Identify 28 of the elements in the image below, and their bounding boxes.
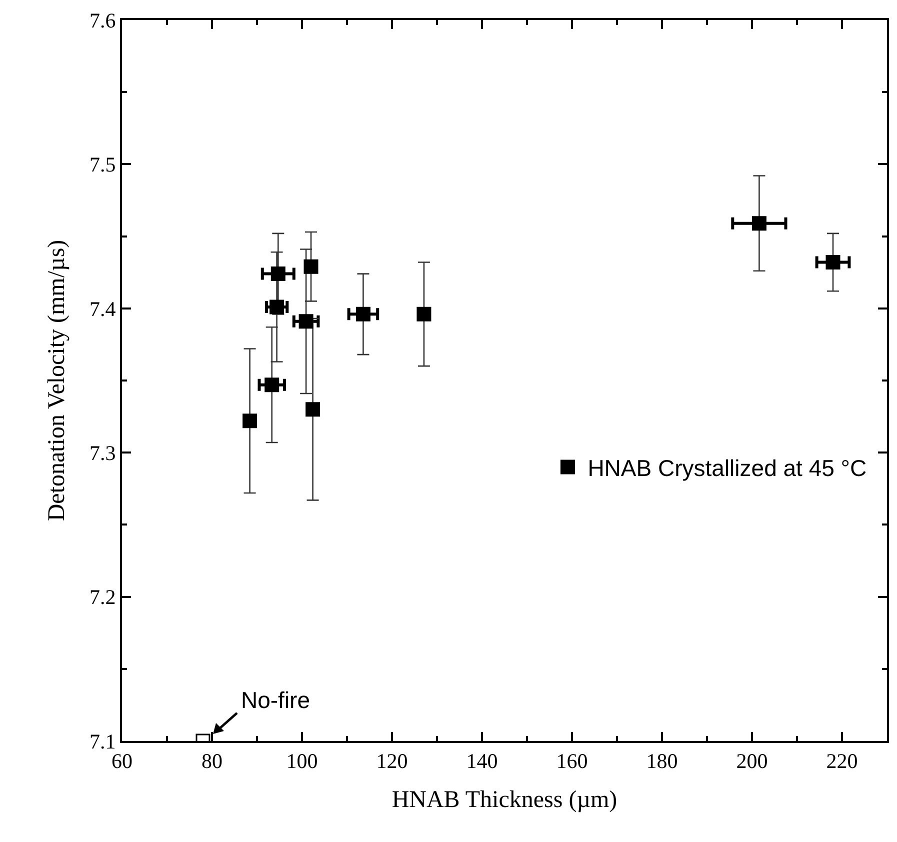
- point: [304, 259, 318, 274]
- x-axis-title: HNAB Thickness (µm): [392, 787, 618, 813]
- x-tick-label: 180: [646, 749, 678, 774]
- point: [826, 255, 840, 270]
- x-tick-label: 140: [466, 749, 498, 774]
- x-tick-label: 160: [556, 749, 588, 774]
- y-tick-label: 7.4: [90, 296, 116, 321]
- point: [306, 402, 320, 417]
- point: [270, 266, 286, 282]
- y-tick-label: 7.6: [90, 8, 116, 32]
- point: [270, 300, 284, 314]
- point: [752, 216, 766, 231]
- y-axis-title: Detonation Velocity (mm/µs): [44, 240, 70, 522]
- point: [264, 378, 280, 392]
- y-tick-label: 7.5: [90, 152, 116, 177]
- x-tick-label: 120: [376, 749, 408, 774]
- legend-label: HNAB Crystallized at 45 °C: [588, 454, 867, 481]
- x-tick-label: 220: [826, 749, 858, 774]
- x-tick-label: 200: [736, 749, 768, 774]
- y-tick-label: 7.3: [90, 440, 116, 465]
- point: [416, 306, 432, 322]
- y-tick-label: 7.2: [90, 585, 116, 610]
- point: [356, 306, 370, 322]
- annotation: No-fire: [241, 687, 310, 713]
- point: [298, 314, 314, 329]
- x-tick-label: 100: [286, 749, 318, 774]
- x-tick-label: 80: [202, 749, 222, 774]
- point: [242, 414, 258, 428]
